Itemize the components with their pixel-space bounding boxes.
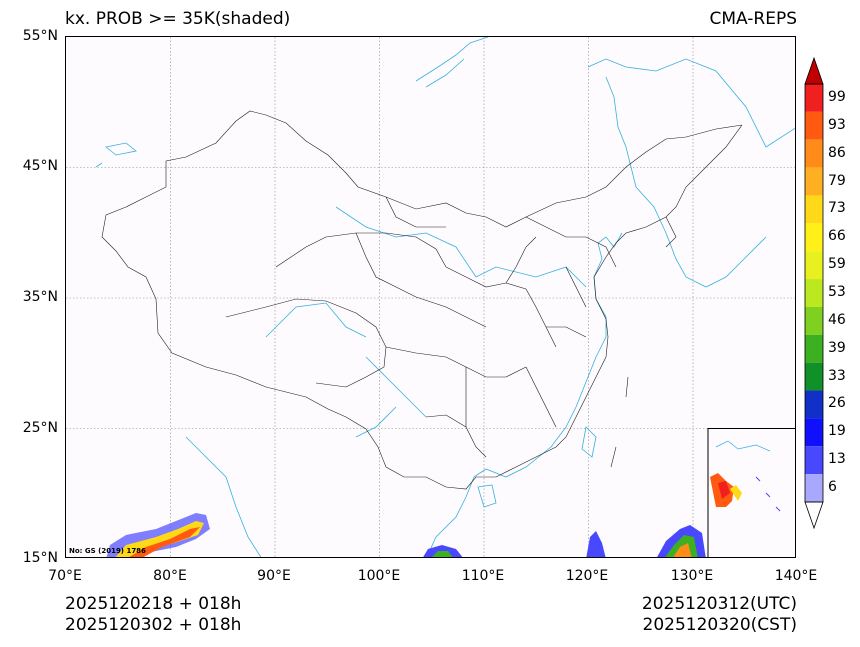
valid-time-utc: 2025120312(UTC) — [641, 594, 797, 614]
init-time-utc: 2025120218 + 018h — [65, 594, 242, 614]
probability-shading — [106, 513, 706, 557]
lat-tick: 15°N — [22, 550, 58, 566]
colorbar-label: 39 — [828, 339, 846, 356]
colorbar-label: 6 — [828, 479, 837, 496]
colorbar-label: 19 — [828, 423, 846, 440]
colorbar-segment — [805, 362, 823, 391]
colorbar-label: 59 — [828, 256, 846, 273]
colorbar-label: 93 — [828, 116, 846, 133]
colorbar-label: 73 — [828, 200, 846, 217]
colorbar-segment — [805, 390, 823, 419]
map-panel[interactable]: No: GS (2019) 1786 — [65, 36, 796, 558]
colorbar-label: 26 — [828, 395, 846, 412]
map-canvas — [66, 37, 795, 557]
colorbar-segment — [805, 223, 823, 252]
graticule — [66, 37, 795, 557]
colorbar-segment — [805, 84, 823, 112]
map-review-number: No: GS (2019) 1786 — [69, 547, 146, 555]
admin-borders — [101, 110, 743, 490]
south-china-sea-inset — [707, 428, 795, 557]
colorbar-label: 66 — [828, 228, 846, 245]
colorbar-segment — [805, 446, 823, 475]
lon-tick: 100°E — [357, 568, 401, 584]
colorbar-segment — [805, 334, 823, 363]
lat-tick: 35°N — [22, 289, 58, 305]
colorbar-under-arrow — [804, 501, 824, 530]
colorbar-label: 13 — [828, 451, 846, 468]
colorbar-label: 79 — [828, 172, 846, 189]
map-title: kx. PROB >= 35K(shaded) — [65, 9, 291, 29]
lat-tick: 55°N — [22, 28, 58, 44]
colorbar-segment — [805, 279, 823, 307]
colorbar-segment — [805, 474, 823, 502]
colorbar-label: 53 — [828, 284, 846, 300]
lon-tick: 90°E — [257, 568, 291, 584]
lon-tick: 80°E — [153, 568, 187, 584]
lon-tick: 140°E — [774, 568, 818, 584]
colorbar-segment — [805, 418, 823, 447]
model-source: CMA-REPS — [709, 9, 797, 29]
valid-time-cst: 2025120320(CST) — [642, 615, 797, 635]
colorbar-segment — [805, 111, 823, 140]
colorbar-label: 99 — [828, 88, 846, 105]
lon-tick: 130°E — [670, 568, 714, 584]
colorbar-label: 86 — [828, 144, 846, 161]
colorbar — [804, 56, 824, 530]
colorbar-over-arrow — [804, 56, 824, 85]
lon-tick: 70°E — [48, 568, 82, 584]
colorbar-segment — [805, 139, 823, 168]
colorbar-segment — [805, 251, 823, 280]
lon-tick: 120°E — [565, 568, 609, 584]
init-time-cst: 2025120302 + 018h — [65, 615, 242, 635]
colorbar-segment — [805, 306, 823, 335]
colorbar-label: 33 — [828, 367, 846, 384]
coastlines — [95, 37, 795, 557]
lon-tick: 110°E — [461, 568, 505, 584]
colorbar-label: 46 — [828, 311, 846, 328]
lat-tick: 45°N — [22, 158, 58, 174]
colorbar-segment — [805, 167, 823, 196]
colorbar-segment — [805, 195, 823, 224]
lat-tick: 25°N — [22, 420, 58, 436]
